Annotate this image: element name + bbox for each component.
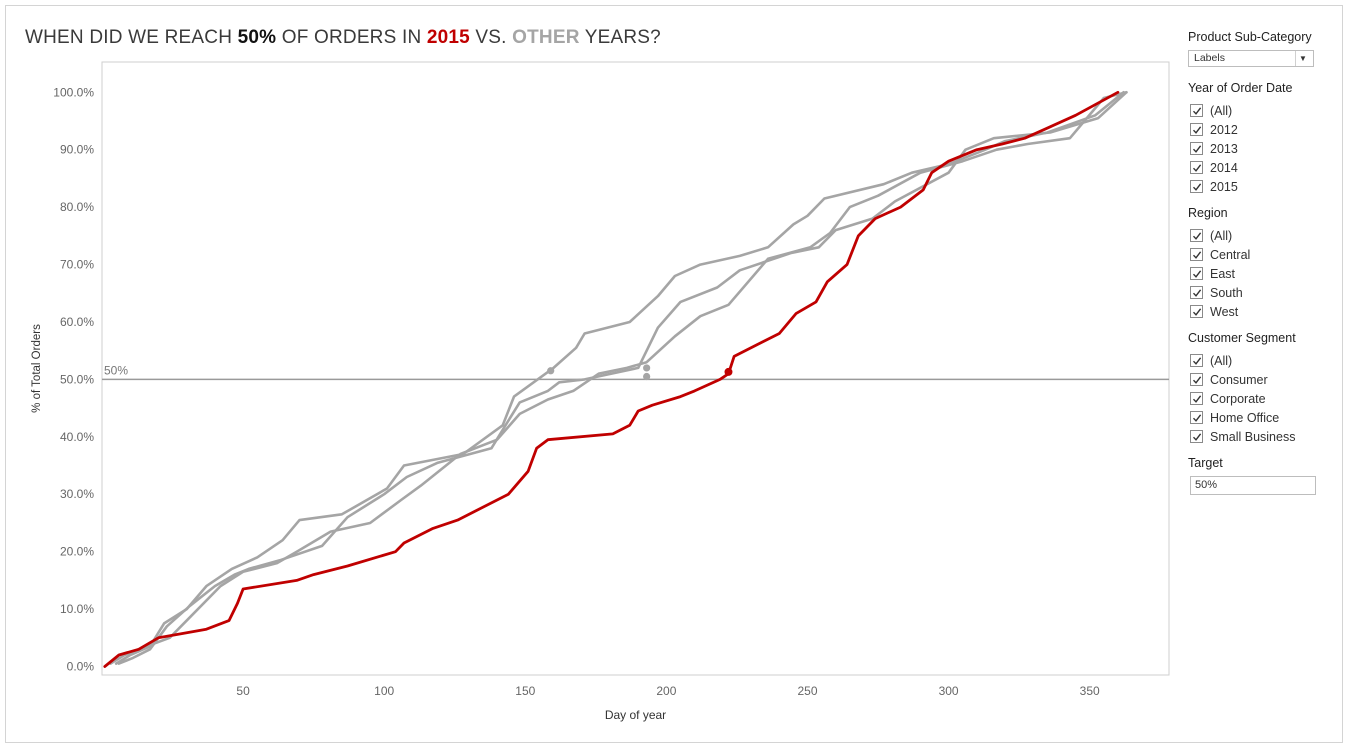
segment-option-label: Consumer xyxy=(1210,372,1268,387)
x-tick-label: 50 xyxy=(236,684,250,698)
x-tick-label: 100 xyxy=(374,684,394,698)
x-tick-label: 150 xyxy=(515,684,535,698)
checkbox-checked-icon[interactable] xyxy=(1190,229,1203,242)
target-label: Target xyxy=(1188,456,1223,470)
plot-area xyxy=(101,61,1170,676)
region-option-south[interactable]: South xyxy=(1188,283,1328,302)
year-option-all[interactable]: (All) xyxy=(1188,101,1328,120)
y-axis-title: % of Total Orders xyxy=(31,324,43,413)
series-line-2015 xyxy=(103,90,1120,668)
segment-option-corporate[interactable]: Corporate xyxy=(1188,389,1328,408)
segment-option-consumer[interactable]: Consumer xyxy=(1188,370,1328,389)
region-filter-label: Region xyxy=(1188,206,1228,220)
y-tick-label: 50.0% xyxy=(60,372,94,386)
region-option-label: (All) xyxy=(1210,228,1233,243)
filter-panel: Product Sub-Category Labels ▼ Year of Or… xyxy=(1188,30,1328,505)
region-filter: Region (All) Central East South West xyxy=(1188,206,1328,321)
product-sub-category-value: Labels xyxy=(1194,52,1225,64)
region-option-central[interactable]: Central xyxy=(1188,245,1328,264)
year-option-2012[interactable]: 2012 xyxy=(1188,120,1328,139)
year-option-2013[interactable]: 2013 xyxy=(1188,139,1328,158)
segment-option-home-office[interactable]: Home Office xyxy=(1188,408,1328,427)
reference-line-label: 50% xyxy=(104,363,128,377)
checkbox-checked-icon[interactable] xyxy=(1190,392,1203,405)
year-option-label: 2012 xyxy=(1210,122,1238,137)
title-text-3: VS. xyxy=(469,27,513,48)
checkbox-checked-icon[interactable] xyxy=(1190,286,1203,299)
year-option-label: 2015 xyxy=(1210,179,1238,194)
y-tick-label: 80.0% xyxy=(60,200,94,214)
year-filter: Year of Order Date (All) 2012 2013 2014 2015 xyxy=(1188,81,1328,196)
x-tick-label: 250 xyxy=(797,684,817,698)
crossing-marker-2012 xyxy=(547,367,555,375)
checkbox-checked-icon[interactable] xyxy=(1190,430,1203,443)
chevron-down-icon[interactable]: ▼ xyxy=(1295,51,1310,66)
year-option-label: 2014 xyxy=(1210,160,1238,175)
checkbox-checked-icon[interactable] xyxy=(1190,267,1203,280)
crossing-marker-2014 xyxy=(643,364,651,372)
x-tick-label: 300 xyxy=(939,684,959,698)
checkbox-checked-icon[interactable] xyxy=(1190,411,1203,424)
crossing-marker-2013 xyxy=(643,372,651,381)
title-text-2: OF ORDERS IN xyxy=(276,27,427,48)
title-highlight-year: 2015 xyxy=(426,27,470,48)
y-tick-label: 40.0% xyxy=(60,430,94,444)
checkbox-checked-icon[interactable] xyxy=(1190,180,1203,193)
region-option-label: West xyxy=(1210,304,1239,319)
y-tick-label: 20.0% xyxy=(60,545,94,559)
region-option-west[interactable]: West xyxy=(1188,302,1328,321)
series-line-2012 xyxy=(114,91,1125,665)
segment-option-label: Small Business xyxy=(1210,429,1296,444)
dashboard-title: WHEN DID WE REACH 50% OF ORDERS IN 2015 … xyxy=(25,27,661,49)
region-option-all[interactable]: (All) xyxy=(1188,226,1328,245)
checkbox-checked-icon[interactable] xyxy=(1190,142,1203,155)
dashboard-frame xyxy=(5,5,1343,743)
y-tick-label: 10.0% xyxy=(60,602,94,616)
year-option-label: (All) xyxy=(1210,103,1233,118)
product-sub-category-label: Product Sub-Category xyxy=(1188,30,1312,44)
region-option-label: Central xyxy=(1210,247,1251,262)
title-other-years: OTHER xyxy=(512,27,580,48)
segment-filter-label: Customer Segment xyxy=(1188,331,1296,345)
x-tick-label: 200 xyxy=(656,684,676,698)
checkbox-checked-icon[interactable] xyxy=(1190,248,1203,261)
year-filter-label: Year of Order Date xyxy=(1188,81,1293,95)
year-option-label: 2013 xyxy=(1210,141,1238,156)
checkbox-checked-icon[interactable] xyxy=(1190,161,1203,174)
segment-filter: Customer Segment (All) Consumer Corporate H… xyxy=(1188,331,1328,446)
checkbox-checked-icon[interactable] xyxy=(1190,373,1203,386)
title-target: 50% xyxy=(237,27,277,48)
year-option-2015[interactable]: 2015 xyxy=(1188,177,1328,196)
x-tick-label: 350 xyxy=(1080,684,1100,698)
year-option-2014[interactable]: 2014 xyxy=(1188,158,1328,177)
y-tick-label: 60.0% xyxy=(60,315,94,329)
region-option-east[interactable]: East xyxy=(1188,264,1328,283)
series-line-2014 xyxy=(109,91,1128,665)
y-tick-label: 70.0% xyxy=(60,258,94,272)
cumulative-orders-chart[interactable]: 0.0% 10.0% 20.0% 30.0% 40.0% 50.0% 60.0% 70.0% 8… xyxy=(0,0,1180,740)
segment-option-label: Corporate xyxy=(1210,391,1266,406)
target-parameter: Target 50% xyxy=(1188,456,1328,495)
y-tick-label: 90.0% xyxy=(60,143,94,157)
y-tick-label: 100.0% xyxy=(53,85,94,99)
target-input[interactable]: 50% xyxy=(1190,476,1316,495)
segment-option-small-business[interactable]: Small Business xyxy=(1188,427,1328,446)
product-sub-category-dropdown[interactable]: Labels ▼ xyxy=(1188,50,1314,67)
region-option-label: East xyxy=(1210,266,1236,281)
checkbox-checked-icon[interactable] xyxy=(1190,104,1203,117)
y-tick-label: 30.0% xyxy=(60,487,94,501)
segment-option-all[interactable]: (All) xyxy=(1188,351,1328,370)
y-tick-label: 0.0% xyxy=(67,660,95,674)
x-axis-title: Day of year xyxy=(605,708,666,722)
checkbox-checked-icon[interactable] xyxy=(1190,123,1203,136)
checkbox-checked-icon[interactable] xyxy=(1190,305,1203,318)
crossing-marker-2015 xyxy=(724,367,733,376)
title-text-4: YEARS? xyxy=(579,27,661,48)
segment-option-label: (All) xyxy=(1210,353,1233,368)
region-option-label: South xyxy=(1210,285,1243,300)
title-text-1: WHEN DID WE REACH xyxy=(25,27,238,48)
series-line-2013 xyxy=(117,91,1128,665)
segment-option-label: Home Office xyxy=(1210,410,1280,425)
checkbox-checked-icon[interactable] xyxy=(1190,354,1203,367)
